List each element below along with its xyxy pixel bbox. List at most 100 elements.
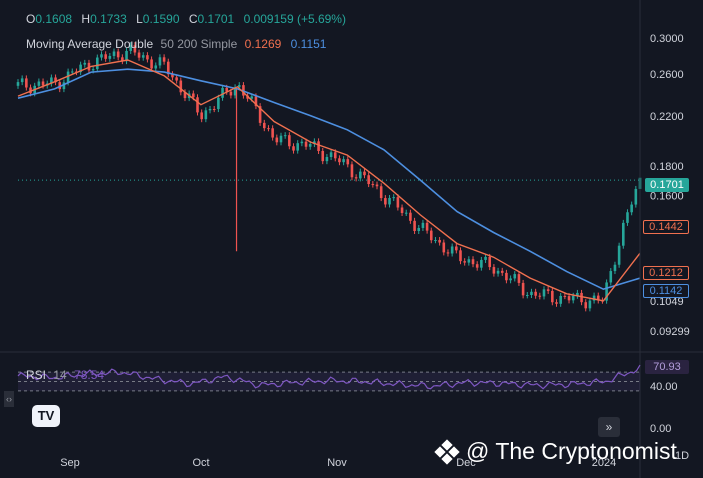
candle-body — [271, 128, 274, 138]
candle-body — [484, 256, 487, 260]
candle-body — [630, 204, 633, 213]
candle-body — [229, 91, 233, 96]
price-tick-label: 0.2200 — [650, 111, 684, 123]
candle-body — [141, 55, 145, 58]
candle-body — [455, 246, 458, 251]
candle-body — [555, 302, 558, 304]
candle-body — [384, 198, 387, 205]
candle-body — [400, 207, 404, 213]
candle-body — [517, 274, 521, 283]
candle-body — [563, 295, 567, 297]
candle-body — [304, 141, 308, 147]
candle-body — [367, 175, 370, 185]
scroll-to-realtime-button[interactable]: » — [598, 417, 620, 437]
candle-body — [413, 220, 416, 231]
candle-body — [183, 92, 187, 99]
candle-body — [62, 82, 66, 90]
ma50-value: 0.1269 — [244, 37, 282, 51]
moving-average-legend[interactable]: Moving Average Double 50 200 Simple 0.12… — [26, 37, 326, 51]
high-value: 0.1733 — [90, 12, 127, 26]
candle-body — [530, 291, 533, 295]
ma-indicator-params: 50 200 Simple — [160, 37, 238, 51]
candle-body — [29, 87, 32, 94]
candle-body — [521, 282, 525, 296]
candle-body — [83, 62, 87, 65]
candle-body — [254, 96, 258, 107]
candle-body — [388, 197, 391, 205]
tradingview-logo[interactable]: TV — [32, 405, 60, 427]
candle-body — [442, 242, 446, 253]
candle-body — [538, 295, 542, 297]
rsi-pane[interactable] — [17, 364, 641, 392]
candle-body — [542, 289, 546, 297]
candle-body — [584, 302, 588, 309]
collapse-pane-button[interactable]: ‹› — [4, 391, 14, 407]
candle-body — [571, 295, 575, 301]
ma200-price-badge: 0.1142 — [643, 284, 689, 298]
price-tick-label: 0.1800 — [650, 161, 684, 173]
candle-body — [463, 261, 466, 263]
candle-body — [346, 159, 350, 165]
candle-body — [296, 143, 299, 151]
candle-body — [292, 146, 295, 151]
price-tick-label: 0.3000 — [650, 33, 684, 45]
candle-body — [217, 97, 220, 110]
candle-body — [609, 271, 613, 283]
candle-body — [417, 227, 421, 231]
candle-body — [350, 164, 354, 178]
candle-body — [179, 80, 183, 93]
candle-body — [567, 296, 571, 301]
candle-body — [196, 97, 199, 113]
candle-body — [150, 59, 153, 69]
candle-body — [262, 122, 266, 129]
candle-body — [559, 295, 562, 304]
candle-body — [592, 295, 596, 301]
price-axis[interactable]: 0.30000.26000.22000.18000.16000.14000.10… — [650, 33, 690, 338]
candle-body — [125, 50, 128, 62]
candle-body — [329, 152, 333, 158]
candle-body — [275, 137, 279, 143]
candle-body — [525, 294, 529, 296]
candle-body — [580, 292, 583, 303]
candle-body — [41, 81, 45, 86]
candle-body — [634, 188, 638, 205]
candle-body — [237, 85, 241, 88]
time-axis[interactable]: Sep Oct Nov Dec 2024 — [60, 457, 616, 469]
price-tick-label: 0.1600 — [650, 190, 684, 202]
candle-body — [354, 177, 358, 179]
rsi-axis[interactable]: 40.00 0.00 — [650, 381, 678, 435]
candle-body — [450, 246, 454, 254]
candle-body — [363, 171, 366, 176]
candle-body — [434, 240, 437, 242]
rsi-value-badge: 70.93 — [645, 360, 689, 374]
candle-body — [212, 108, 216, 110]
candle-body — [208, 108, 212, 111]
time-tick-label: Nov — [327, 457, 347, 469]
candle-body — [121, 57, 124, 62]
rsi-line — [17, 364, 641, 390]
candle-body — [137, 52, 141, 58]
candle-body — [438, 240, 441, 243]
upper-price-badge: 0.1442 — [643, 220, 689, 234]
ohlc-legend: O0.1608 H0.1733 L0.1590 C0.1701 0.009159… — [26, 12, 352, 26]
time-tick-label: Dec — [456, 457, 476, 469]
interval-label[interactable]: 1D — [675, 450, 690, 462]
candle-body — [283, 135, 287, 137]
candle-body — [396, 197, 400, 208]
candle-body — [500, 270, 504, 273]
candle-body — [467, 259, 471, 263]
candle-body — [108, 55, 112, 59]
rsi-legend[interactable]: RSI 14 78.54 — [26, 368, 104, 382]
candle-body — [321, 150, 325, 162]
candle-body — [37, 81, 41, 86]
candle-body — [429, 230, 433, 241]
candle-body — [54, 77, 57, 83]
candle-body — [171, 74, 174, 78]
candle-body — [551, 290, 554, 303]
candle-body — [425, 222, 429, 231]
last-price-badge: 0.1701 — [645, 178, 689, 192]
candle-body — [375, 184, 379, 187]
candle-body — [79, 64, 82, 73]
